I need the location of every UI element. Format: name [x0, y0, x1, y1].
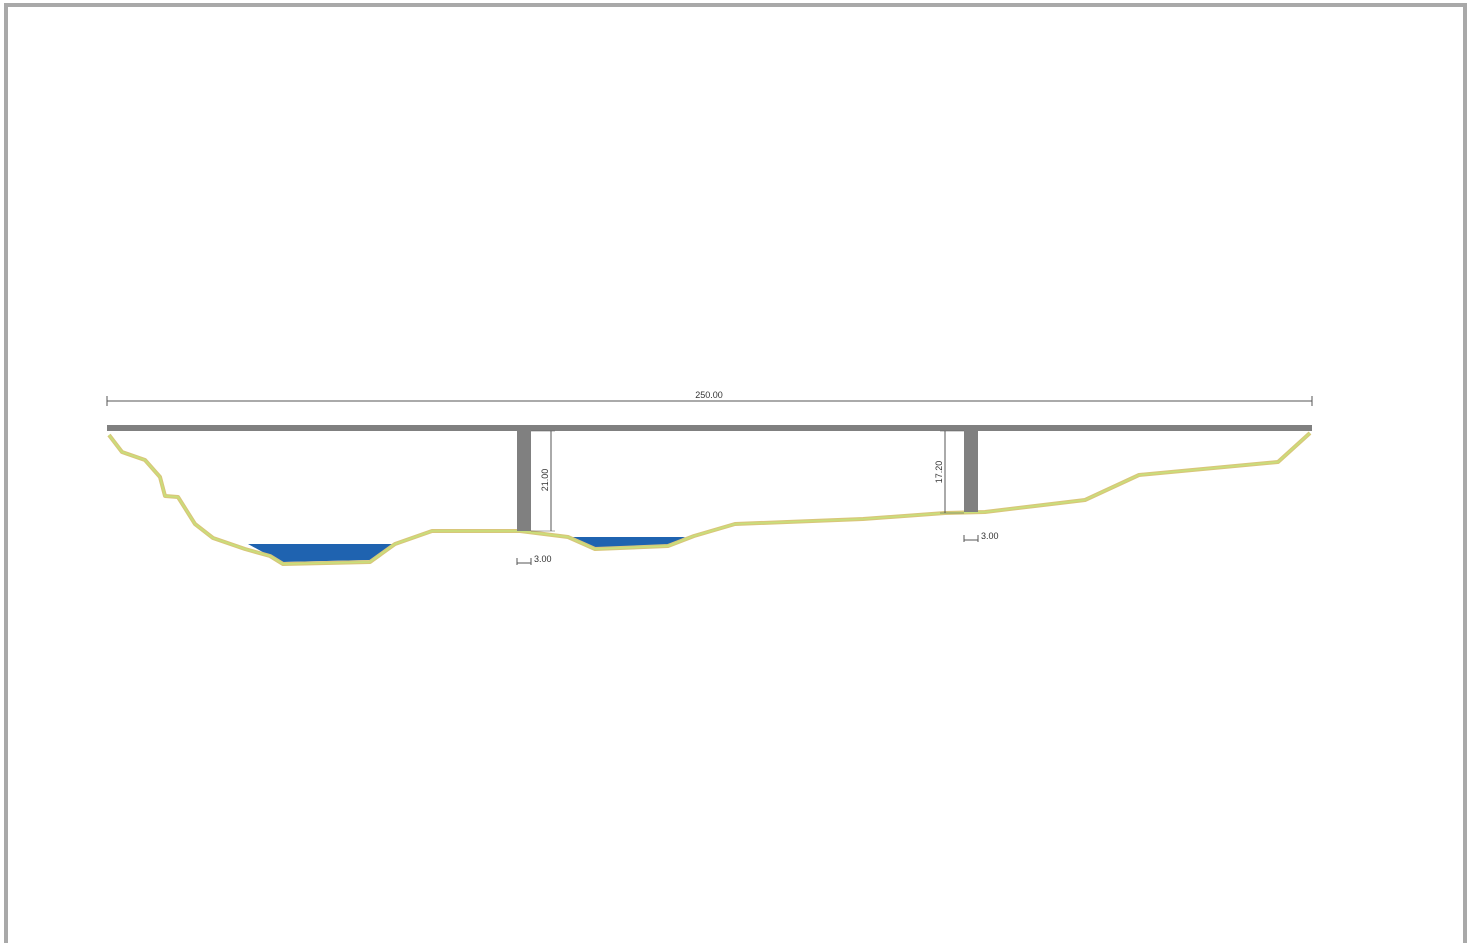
pier-1-width-dimension: 3.00 — [516, 554, 552, 565]
pier-1-height-label: 21.00 — [540, 469, 550, 492]
water-left — [248, 544, 395, 562]
total-span-label: 250.00 — [695, 390, 723, 400]
drawing-frame — [4, 3, 1467, 943]
pier-2 — [964, 430, 978, 512]
pier-1 — [517, 430, 531, 531]
pier-1-height-dimension: 21.00 — [531, 430, 555, 532]
pier-2-height-label: 17.20 — [934, 461, 944, 484]
pier-1-width-label: 3.00 — [534, 554, 552, 564]
terrain-surface-line — [108, 432, 1311, 565]
total-span-dimension: 250.00 — [106, 390, 1313, 406]
pier-2-width-dimension: 3.00 — [963, 531, 999, 542]
pier-2-width-label: 3.00 — [981, 531, 999, 541]
pier-2-height-dimension: 17.20 — [934, 430, 964, 514]
bridge-deck — [107, 425, 1312, 431]
